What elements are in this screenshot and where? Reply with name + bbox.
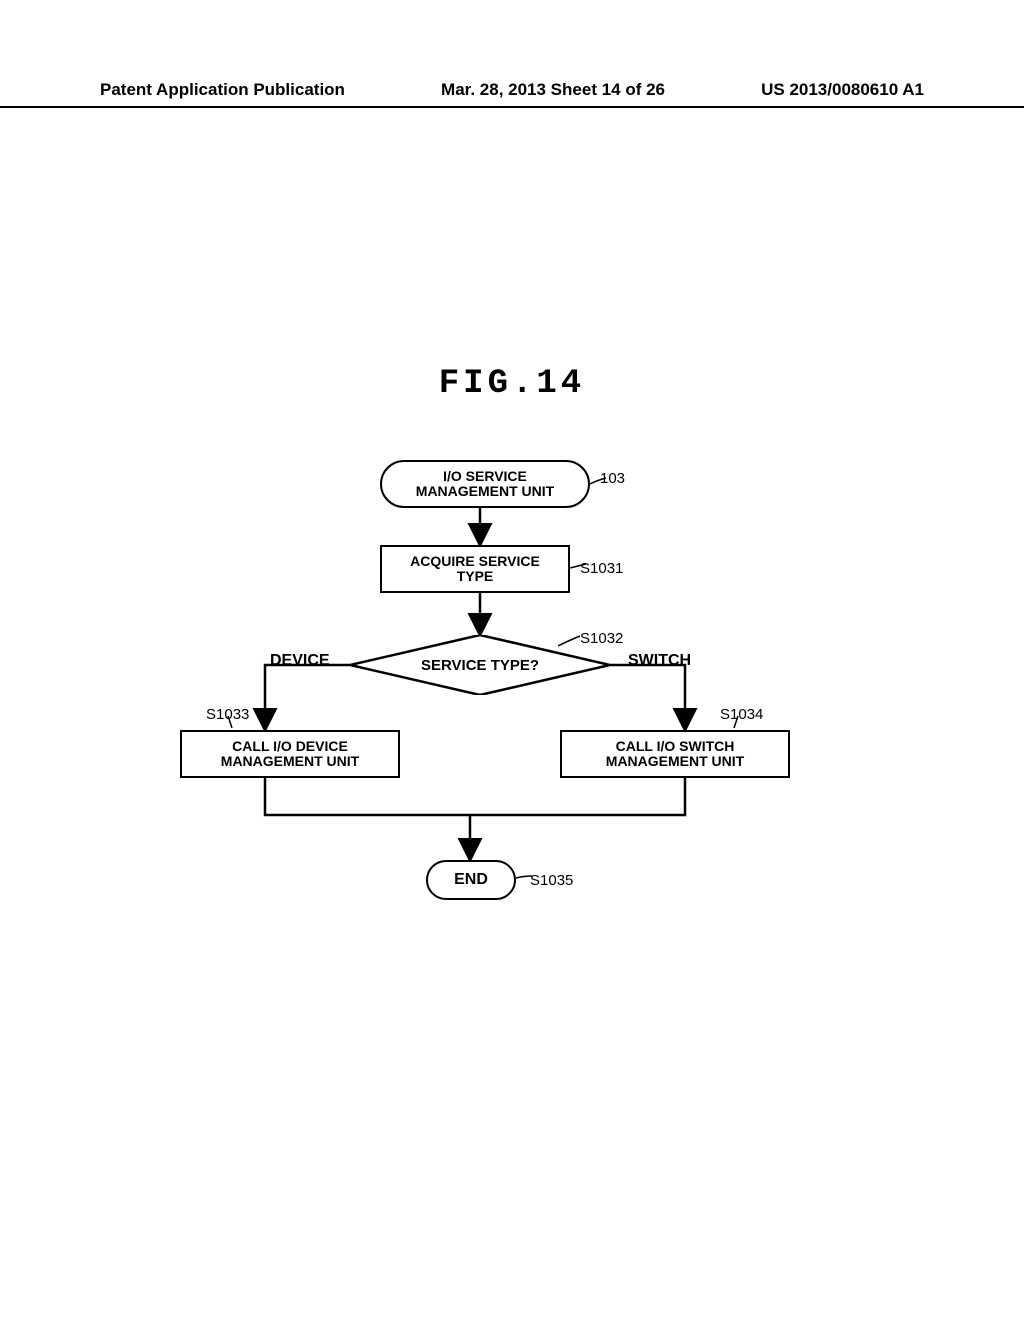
figure-title: FIG.14 (0, 365, 1024, 403)
node-decision-label: SERVICE TYPE? (350, 635, 610, 695)
node-call-device-line1: CALL I/O DEVICE (182, 739, 398, 754)
header-center: Mar. 28, 2013 Sheet 14 of 26 (441, 80, 665, 100)
header-left: Patent Application Publication (100, 80, 345, 100)
node-start-line1: I/O SERVICE (382, 469, 588, 484)
ref-s1033: S1033 (206, 706, 249, 723)
node-end-label: END (428, 872, 514, 889)
ref-s1032: S1032 (580, 630, 623, 647)
node-decision: SERVICE TYPE? (350, 635, 610, 695)
node-call-switch-line2: MANAGEMENT UNIT (562, 754, 788, 769)
node-call-device-line2: MANAGEMENT UNIT (182, 754, 398, 769)
ref-103: 103 (600, 470, 625, 487)
page-header: Patent Application Publication Mar. 28, … (0, 80, 1024, 108)
flowchart: I/O SERVICE MANAGEMENT UNIT 103 ACQUIRE … (180, 460, 840, 940)
node-start-line2: MANAGEMENT UNIT (382, 484, 588, 499)
node-acquire: ACQUIRE SERVICE TYPE (380, 545, 570, 593)
page: Patent Application Publication Mar. 28, … (0, 0, 1024, 1320)
node-acquire-line1: ACQUIRE SERVICE (382, 554, 568, 569)
ref-s1034: S1034 (720, 706, 763, 723)
node-call-switch: CALL I/O SWITCH MANAGEMENT UNIT (560, 730, 790, 778)
node-call-switch-line1: CALL I/O SWITCH (562, 739, 788, 754)
node-call-device: CALL I/O DEVICE MANAGEMENT UNIT (180, 730, 400, 778)
branch-label-switch: SWITCH (628, 652, 691, 670)
header-right: US 2013/0080610 A1 (761, 80, 924, 100)
node-end: END (426, 860, 516, 900)
node-start: I/O SERVICE MANAGEMENT UNIT (380, 460, 590, 508)
ref-s1035: S1035 (530, 872, 573, 889)
ref-s1031: S1031 (580, 560, 623, 577)
node-acquire-line2: TYPE (382, 569, 568, 584)
branch-label-device: DEVICE (270, 652, 330, 670)
